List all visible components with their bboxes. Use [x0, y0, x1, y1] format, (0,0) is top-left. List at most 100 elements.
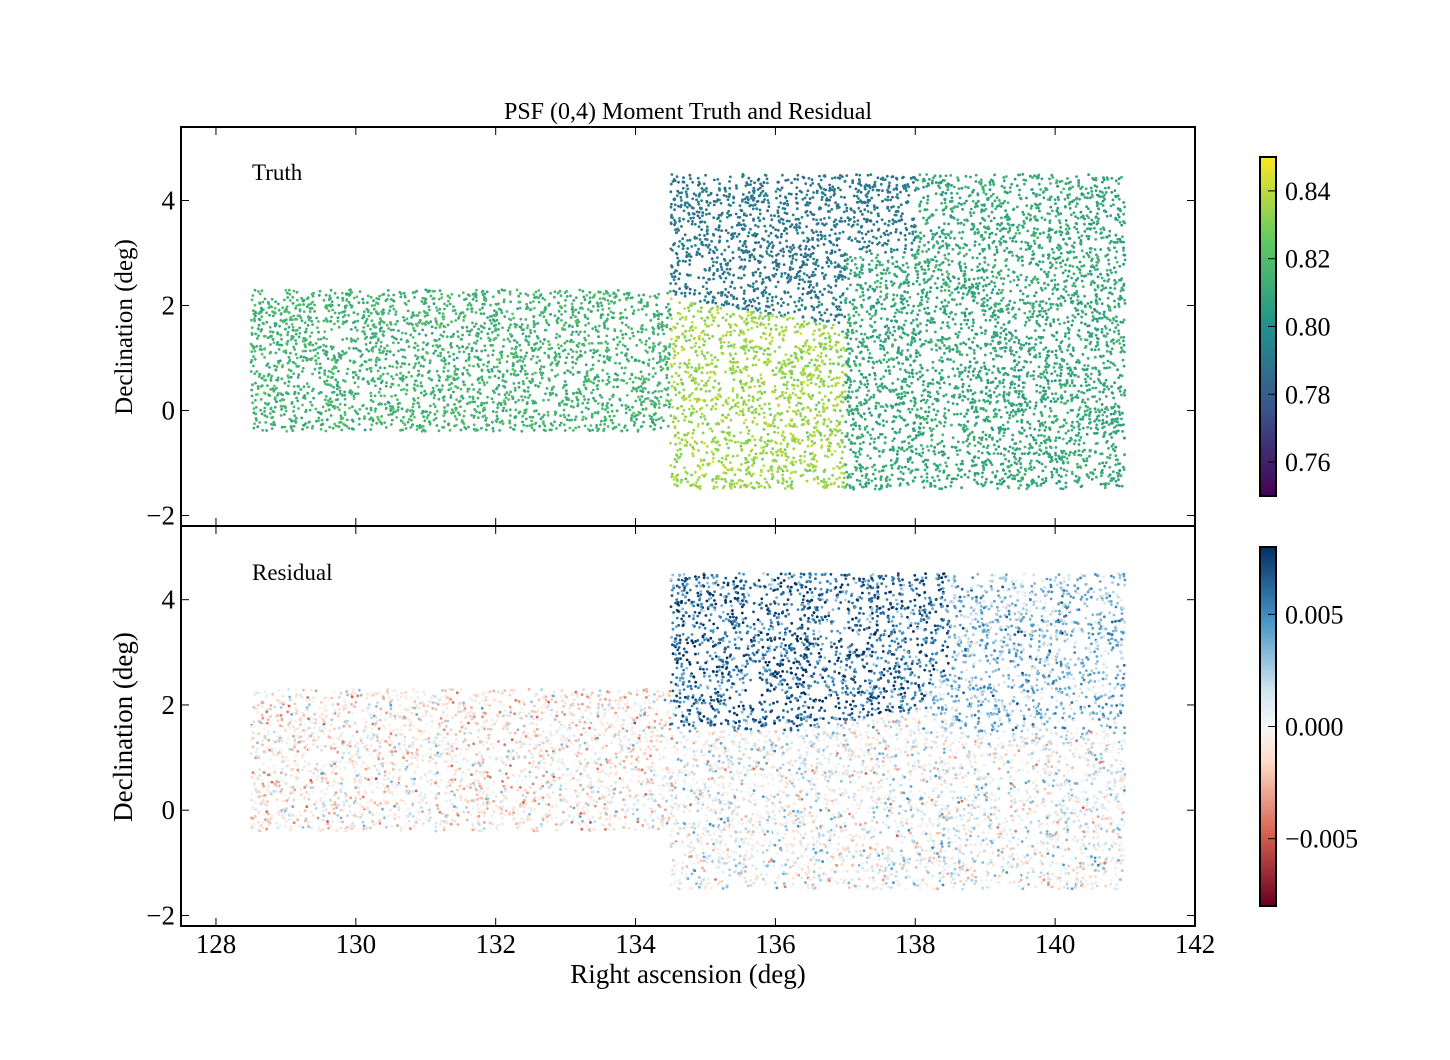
truth-point [283, 310, 287, 314]
truth-point [509, 426, 512, 429]
truth-point [343, 411, 347, 414]
truth-point [1028, 426, 1032, 430]
truth-point [968, 248, 972, 252]
truth-point [764, 276, 768, 279]
truth-point [1105, 341, 1109, 344]
truth-point [919, 344, 923, 348]
truth-point [682, 408, 686, 412]
truth-point [872, 235, 875, 239]
truth-point [590, 391, 593, 395]
truth-point [905, 299, 909, 303]
truth-point [606, 401, 609, 405]
truth-point [1010, 337, 1013, 341]
truth-point [691, 454, 695, 458]
truth-point [782, 383, 786, 386]
truth-point [1058, 322, 1062, 326]
truth-point [732, 196, 736, 200]
truth-point [872, 395, 876, 399]
truth-point [630, 373, 634, 377]
truth-point [1064, 285, 1067, 289]
truth-point [947, 315, 951, 319]
truth-point [729, 344, 733, 347]
truth-point [847, 277, 850, 280]
truth-point [1065, 279, 1068, 283]
truth-point [762, 428, 766, 431]
truth-point [682, 388, 686, 392]
truth-point [755, 422, 759, 426]
truth-point [1044, 392, 1047, 396]
truth-point [428, 308, 431, 312]
truth-point [305, 359, 309, 362]
truth-point [771, 296, 774, 299]
truth-point [856, 223, 859, 226]
truth-point [1064, 401, 1068, 405]
truth-point [1105, 415, 1109, 418]
truth-point [961, 462, 965, 466]
truth-point [509, 372, 513, 376]
truth-point [333, 311, 337, 315]
truth-point [407, 299, 411, 303]
truth-point [473, 325, 476, 328]
truth-point [1083, 196, 1087, 199]
truth-point [995, 331, 999, 335]
truth-point [473, 408, 476, 411]
truth-point [439, 333, 443, 337]
truth-point [838, 445, 842, 448]
truth-point [924, 339, 927, 343]
truth-point [390, 395, 393, 398]
truth-point [484, 299, 488, 303]
truth-point [608, 358, 611, 362]
truth-point [943, 344, 946, 347]
truth-point [938, 347, 942, 350]
truth-point [404, 375, 408, 379]
chart-title: PSF (0,4) Moment Truth and Residual [504, 99, 872, 125]
truth-point [325, 402, 329, 405]
truth-point [1074, 306, 1077, 310]
truth-point [783, 448, 787, 451]
truth-point [471, 400, 475, 404]
truth-point [285, 305, 289, 309]
truth-point [694, 326, 697, 330]
truth-point [1064, 269, 1067, 272]
truth-point [277, 308, 281, 312]
truth-point [1073, 479, 1077, 483]
truth-point [595, 424, 598, 427]
truth-point [1055, 356, 1059, 359]
truth-point [1066, 320, 1070, 324]
truth-point [264, 421, 268, 424]
truth-point [739, 431, 743, 434]
truth-point [773, 388, 777, 392]
truth-point [1029, 433, 1033, 437]
truth-point [857, 197, 860, 200]
truth-point [882, 340, 885, 344]
truth-point [734, 369, 738, 373]
truth-point [676, 431, 680, 435]
truth-point [392, 336, 396, 340]
truth-point [851, 411, 855, 415]
truth-point [1067, 337, 1071, 340]
truth-point [452, 358, 456, 362]
truth-point [700, 228, 703, 232]
truth-point [384, 352, 388, 356]
truth-point [819, 377, 823, 381]
truth-point [700, 371, 704, 375]
truth-point [780, 275, 783, 278]
truth-point [1070, 438, 1073, 441]
truth-point [1097, 419, 1101, 422]
truth-point [664, 347, 667, 351]
truth-point [701, 431, 705, 435]
truth-point [1026, 241, 1030, 245]
truth-point [885, 296, 889, 299]
truth-point [336, 405, 339, 409]
truth-point [552, 295, 556, 299]
truth-point [1062, 468, 1066, 472]
truth-point [963, 369, 967, 372]
truth-point [818, 174, 821, 178]
truth-point [610, 409, 614, 413]
truth-point [354, 392, 357, 396]
truth-point [983, 365, 987, 368]
truth-point [753, 181, 756, 185]
truth-point [250, 326, 254, 329]
truth-point [253, 317, 256, 321]
truth-point [435, 369, 439, 373]
